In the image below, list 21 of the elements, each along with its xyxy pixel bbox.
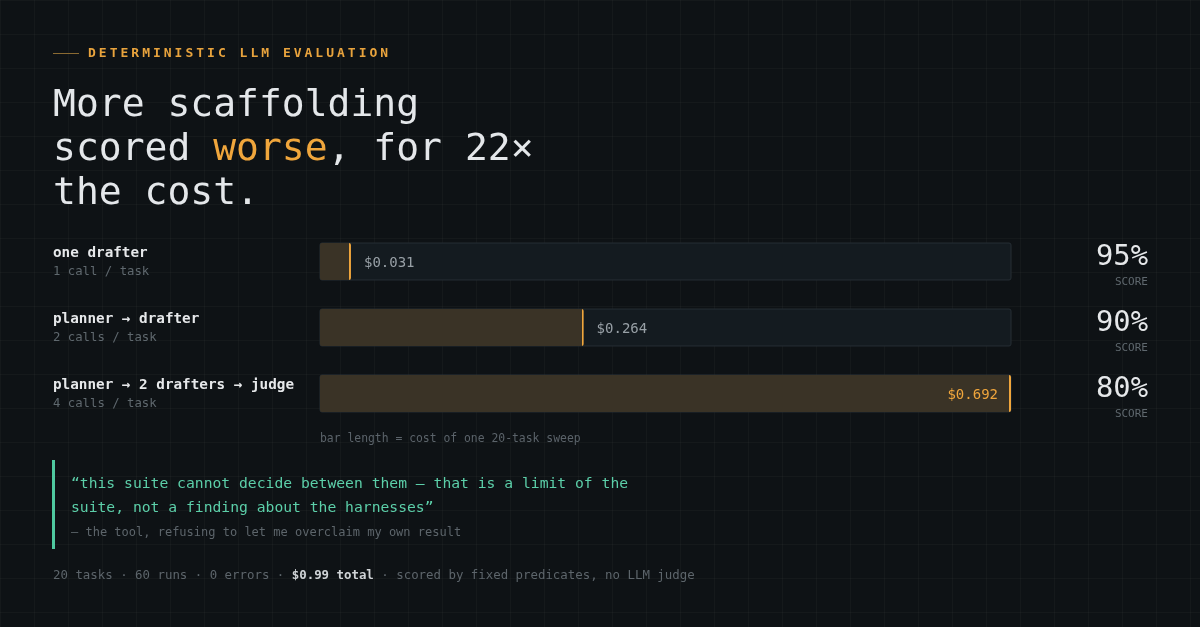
y-tick-label: planner → 2 drafters → judge — [53, 376, 295, 392]
chart-subtitle: DETERMINISTIC LLM EVALUATION — [88, 44, 392, 62]
data-label: $0.031 — [363, 253, 415, 270]
text: SCORE — [1114, 406, 1148, 420]
text: “this suite cannot decide between them — that is a limit of the suite, not a finding about the harnesses” — [71, 473, 630, 517]
text: 20 tasks · 60 runs · 0 errors · $0.99 total · scored by fixed predicates, no LLM judge — [53, 567, 695, 582]
data-label: $0.264 — [596, 319, 648, 336]
text: SCORE — [1114, 340, 1148, 354]
text: 1 call / task — [53, 264, 150, 278]
text: 90% — [1095, 304, 1148, 338]
text: 4 calls / task — [53, 396, 158, 410]
y-tick-label: planner → drafter — [53, 310, 200, 326]
chart-title: More scaffolding scored worse, for 22× the cost. — [53, 81, 534, 213]
x-axis-title: bar length = cost of one 20-task sweep — [320, 431, 581, 445]
text: 80% — [1095, 370, 1148, 404]
text: — the tool, refusing to let me overclaim my own result — [71, 525, 462, 539]
data-label: $0.692 — [947, 385, 998, 402]
text: SCORE — [1114, 274, 1148, 288]
text: 95% — [1095, 238, 1148, 272]
text: 2 calls / task — [53, 330, 158, 344]
y-tick-label: one drafter — [53, 244, 149, 260]
